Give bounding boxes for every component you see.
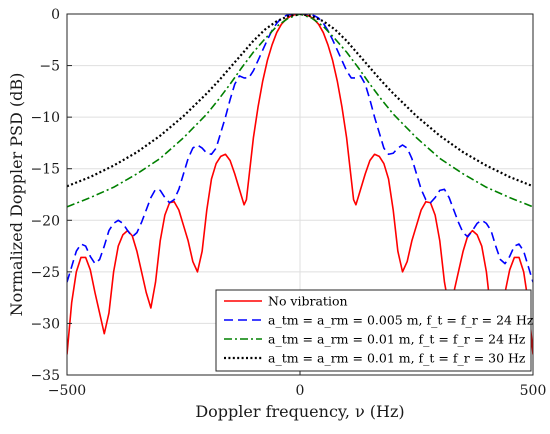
series-line — [67, 14, 533, 283]
y-tick-label: −20 — [30, 213, 60, 229]
y-tick-label: −35 — [30, 368, 60, 384]
legend: No vibration a_tm = a_rm = 0.005 m, f_t =… — [215, 289, 534, 372]
y-axis-label: Normalized Doppler PSD (dB) — [7, 73, 26, 317]
axis-ticks: −500 0 500 0 −5 −10 −15 −20 −25 −30 −35 — [30, 7, 546, 399]
x-tick-label: 500 — [520, 383, 547, 399]
y-tick-label: 0 — [51, 7, 60, 23]
series-line — [67, 14, 533, 188]
y-tick-label: −25 — [30, 265, 60, 281]
x-tick-label: 0 — [296, 383, 305, 399]
x-tick-label: −500 — [48, 383, 86, 399]
legend-box — [215, 289, 532, 372]
legend-label: a_tm = a_rm = 0.005 m, f_t = f_r = 24 Hz — [268, 313, 534, 328]
legend-label: No vibration — [268, 294, 348, 309]
series-line — [67, 14, 533, 208]
y-tick-label: −5 — [39, 59, 60, 75]
legend-label: a_tm = a_rm = 0.01 m, f_t = f_r = 24 Hz — [268, 332, 526, 347]
legend-label: a_tm = a_rm = 0.01 m, f_t = f_r = 30 Hz — [268, 351, 526, 366]
y-tick-label: −10 — [30, 110, 60, 126]
x-axis-label: Doppler frequency, ν (Hz) — [195, 402, 404, 421]
y-tick-label: −30 — [30, 316, 60, 332]
y-tick-label: −15 — [30, 162, 60, 178]
